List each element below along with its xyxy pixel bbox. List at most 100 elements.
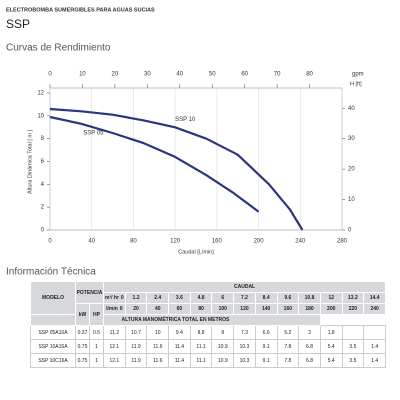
table-cell: 1 — [89, 339, 104, 354]
table-cell: 9.1 — [254, 339, 278, 354]
table-cell: 100 — [211, 303, 235, 315]
y-tick-label: 10 — [37, 113, 44, 119]
chart: ELECTROBOMBA SUMERGIBLES PARA AGUAS SUCI… — [6, 7, 364, 278]
table-cell: 7.8 — [276, 353, 300, 368]
x-tick-label: 280 — [337, 239, 348, 245]
plot-frame — [49, 87, 343, 231]
y-tick-label: 6 — [41, 159, 45, 165]
x2-tick-label: 30 — [144, 72, 151, 78]
table-cell: 10.7 — [124, 325, 148, 340]
table-cell: 5.4 — [319, 339, 343, 354]
y2-tick-label: 20 — [348, 167, 355, 173]
y-label: Altura Dinámica Total [ m ] — [27, 129, 33, 194]
table-cell: 80 — [189, 303, 213, 315]
table-cell: 12.1 — [103, 339, 126, 354]
table-cell: 10.3 — [233, 353, 256, 368]
table-cell: 10.3 — [233, 339, 256, 354]
table-cell: 0.75 — [75, 339, 90, 354]
x-tick-label: 160 — [212, 239, 223, 245]
table-cell: 0.5 — [89, 325, 104, 340]
title: SSP — [6, 17, 30, 31]
table-cell: MODELO — [30, 281, 76, 315]
y2-tick-label: 30 — [348, 136, 355, 142]
x2-tick-label: 70 — [274, 72, 281, 78]
table-cell: POTENCIA — [75, 281, 104, 304]
unit: m³/ hr — [105, 295, 119, 301]
table-cell: 1.4 — [363, 353, 387, 368]
table-cell: 8.8 — [189, 325, 213, 340]
table-cell: 2.4 — [146, 292, 170, 304]
x-tick-label: 120 — [170, 239, 181, 245]
table-cell: 6.8 — [298, 339, 321, 354]
table-cell: 11.2 — [103, 325, 126, 340]
spec-table: MODELO POTENCIA CAUDAL m³/ hr 0 1.2 2.4 3.6 4.8 6… — [30, 281, 387, 368]
y2-label: H [ft] — [350, 81, 362, 87]
table-cell: 1.2 — [124, 292, 148, 304]
table-cell: 120 — [233, 303, 256, 315]
x2-tick-label: 60 — [241, 72, 248, 78]
table-cell: m³/ hr 0 — [103, 292, 126, 304]
table-cell: 1 — [89, 353, 104, 368]
y-tick-label: 4 — [41, 182, 45, 188]
curve — [49, 115, 260, 213]
table-cell: 10 — [146, 325, 170, 340]
table-cell: 12.1 — [103, 353, 126, 368]
x2-label: gpm — [352, 72, 364, 78]
section-title: Información Técnica — [6, 267, 96, 278]
table-cell: 7.8 — [276, 339, 300, 354]
table-cell: 3.5 — [341, 353, 365, 368]
curve — [49, 107, 304, 231]
value: 0 — [120, 295, 124, 301]
y-tick-label: 0 — [41, 228, 45, 234]
table-cell: 11.6 — [146, 353, 170, 368]
table-cell: SSP 10A16A — [30, 339, 76, 354]
table-cell: 1.4 — [363, 339, 387, 354]
table-cell: 220 — [341, 303, 365, 315]
y2-tick-label: 10 — [348, 197, 355, 203]
x-tick-label: 0 — [48, 239, 52, 245]
y-tick-label: 8 — [41, 136, 45, 142]
table-cell: CAUDAL — [102, 281, 387, 293]
table-cell: 20 — [124, 303, 148, 315]
table-cell: 7.2 — [233, 292, 256, 304]
table-cell: l/min 0 — [103, 303, 126, 315]
table-cell: 0.37 — [75, 325, 90, 340]
table-cell: 4.8 — [189, 292, 213, 304]
table-cell: 3.5 — [341, 339, 365, 354]
subtitle: ELECTROBOMBA SUMERGIBLES PARA AGUAS SUCI… — [6, 7, 155, 13]
table-cell: 10.9 — [211, 353, 235, 368]
x2-tick-label: 50 — [209, 72, 216, 78]
table-row: SSP 10C16A 0.75 1 12.1 11.9 11.6 11.4 11.1 10.9 1… — [30, 353, 387, 368]
table-cell: 8.4 — [254, 292, 278, 304]
table-cell — [363, 325, 387, 340]
table-cell: 11.4 — [168, 339, 191, 354]
table-cell: 7.3 — [233, 325, 256, 340]
table-cell: ALTURA MANOMÉTRICA TOTAL EN METROS — [30, 314, 321, 326]
section-title: Curvas de Rendimiento — [6, 43, 111, 54]
table-cell: 140 — [254, 303, 278, 315]
table-cell: 6 — [211, 292, 235, 304]
x-tick-label: 240 — [295, 239, 306, 245]
table-cell: 60 — [168, 303, 191, 315]
table-cell: 10.8 — [298, 292, 321, 304]
table-cell: 5.2 — [276, 325, 300, 340]
table-cell: 6.8 — [298, 353, 321, 368]
value: 0 — [119, 306, 123, 312]
table-cell: 40 — [146, 303, 170, 315]
table-cell: 180 — [298, 303, 321, 315]
table-cell: 240 — [363, 303, 387, 315]
unit: l/min — [106, 306, 118, 312]
x2-tick-label: 40 — [176, 72, 183, 78]
y2-tick-label: 0 — [348, 228, 352, 234]
table-row: SSP 05A16A 0.37 0.5 11.2 10.7 10 9.4 8.8 8 7.3 6.6… — [30, 325, 387, 340]
table-cell: 1.8 — [319, 325, 343, 340]
x2-tick-label: 20 — [112, 72, 119, 78]
y2-tick-label: 40 — [348, 106, 355, 112]
table-cell: 200 — [319, 303, 343, 315]
table-cell: 11.6 — [146, 339, 170, 354]
x-tick-label: 200 — [254, 239, 265, 245]
table-cell: 0.75 — [75, 353, 90, 368]
table-cell: 10.9 — [211, 339, 235, 354]
table-row: MODELO POTENCIA CAUDAL — [30, 281, 387, 315]
